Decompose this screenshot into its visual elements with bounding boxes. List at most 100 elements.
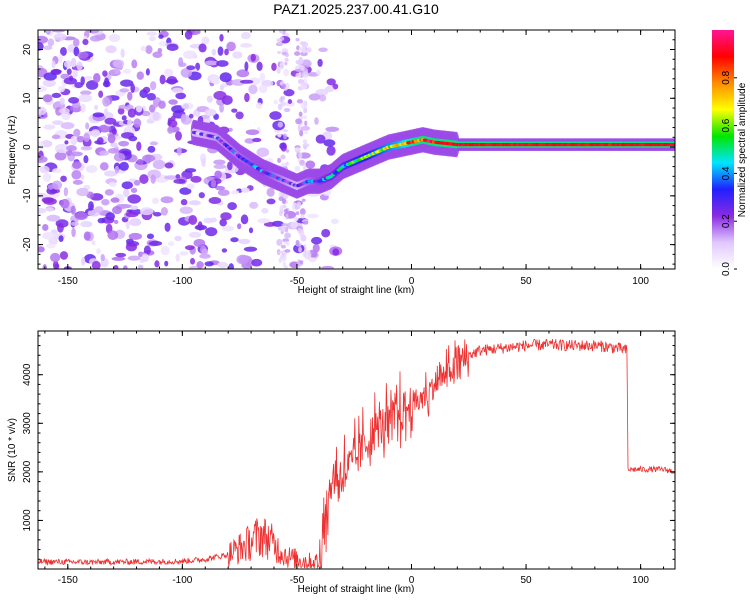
- spectrogram-cell: [60, 175, 67, 182]
- spectrogram-cell: [299, 41, 307, 46]
- spectrogram-cell: [45, 207, 54, 212]
- spectrogram-cell: [50, 69, 62, 74]
- spectrogram-cell: [104, 170, 118, 177]
- spectrogram-cell: [175, 174, 181, 179]
- spectrogram-cell: [302, 143, 310, 148]
- spectrogram-cell: [76, 61, 83, 71]
- spectrogram-cell: [38, 106, 47, 116]
- spectrogram-cell: [302, 115, 308, 120]
- spectrogram-cell: [115, 252, 127, 258]
- spectrogram-cell: [51, 30, 66, 33]
- spectrogram-y-axis-label: Frequency (Hz): [7, 116, 18, 185]
- spectrogram-cell: [119, 161, 129, 171]
- spectrogram-cell: [122, 68, 132, 74]
- spectrogram-cell: [277, 50, 282, 54]
- spectrogram-cell: [283, 89, 295, 97]
- spectrogram-cell: [294, 68, 302, 72]
- spectrogram-cell: [85, 165, 98, 173]
- spectrogram-cell: [59, 97, 65, 106]
- spectrogram-cell: [63, 77, 78, 85]
- spectrogram-cell: [138, 264, 144, 269]
- spectrogram-cell: [80, 103, 86, 113]
- spectrogram-cell: [150, 81, 157, 91]
- spectrogram-cell: [231, 108, 238, 113]
- spectrogram-cell: [284, 249, 291, 253]
- spectrogram-cell: [282, 238, 290, 243]
- chart-title: PAZ1.2025.237.00.41.G10: [273, 1, 439, 17]
- x-tick-label: 100: [632, 276, 649, 287]
- spectrogram-cell: [306, 213, 320, 219]
- spectrogram-cell: [196, 261, 204, 269]
- snr-series-line: [38, 338, 675, 569]
- spectrogram-cell: [201, 158, 206, 168]
- spectrogram-cell: [66, 145, 77, 151]
- spectrogram-cell: [53, 33, 67, 41]
- spectrogram-cell: [73, 38, 80, 47]
- spectrogram-cell: [204, 261, 214, 267]
- x-tick-label: 0: [409, 575, 415, 586]
- spectrogram-cell: [57, 85, 66, 93]
- spectrogram-cell: [240, 214, 249, 225]
- spectrogram-cell: [63, 60, 73, 68]
- spectrogram-cell: [285, 213, 289, 220]
- spectrogram-cell: [238, 238, 251, 245]
- spectrogram-cell: [166, 75, 178, 85]
- spectrogram-cell: [168, 99, 178, 105]
- spectrogram-cell: [88, 201, 94, 211]
- snr-frame: [37, 330, 676, 570]
- spectrogram-cell: [140, 45, 147, 52]
- spectrogram-cell: [301, 71, 309, 78]
- spectrogram-cell: [90, 129, 101, 138]
- spectrogram-cell: [241, 187, 250, 193]
- spectrogram-cell: [80, 90, 92, 96]
- spectrogram-cell: [186, 183, 195, 190]
- spectrogram-cell: [92, 112, 105, 118]
- spectrogram-cell: [110, 197, 120, 203]
- x-tick-label: -50: [290, 575, 305, 586]
- spectrogram-cell: [298, 152, 303, 159]
- spectrogram-cell: [248, 227, 254, 234]
- spectrogram-cell: [83, 132, 90, 142]
- spectrogram-cell: [205, 227, 218, 237]
- spectrogram-cell: [330, 218, 339, 224]
- spectrogram-cell: [141, 110, 151, 117]
- spectrogram-cell: [173, 178, 186, 184]
- spectrogram-cell: [294, 51, 301, 56]
- spectrogram-cell: [301, 198, 306, 203]
- spectrogram-cell: [164, 222, 171, 232]
- spectrogram-cell: [94, 206, 104, 213]
- spectrogram-cell: [308, 93, 321, 101]
- spectrogram-x-axis: -150 -100 -50 0 50 100: [44, 30, 665, 287]
- spectrogram-cell: [47, 38, 55, 47]
- spectrogram-cell: [285, 149, 290, 153]
- x-tick-label: -150: [58, 276, 78, 287]
- spectrogram-cell: [290, 221, 299, 229]
- spectrogram-cell: [71, 170, 82, 180]
- spectrogram-cell: [206, 95, 213, 103]
- y-tick-label: 0: [22, 144, 33, 150]
- spectrogram-cell: [298, 246, 302, 253]
- snr-y-axis-label: SNR (10 * v/v): [7, 418, 18, 482]
- spectrogram-cell: [107, 133, 116, 144]
- spectrogram-cell: [130, 83, 135, 94]
- spectrogram-cell: [217, 189, 230, 196]
- spectrogram-cell: [304, 120, 308, 127]
- spectrogram-cell: [147, 145, 156, 153]
- spectrogram-cell: [111, 128, 117, 135]
- spectrogram-cell: [332, 248, 340, 256]
- spectrogram-cell: [300, 102, 307, 109]
- spectrogram-cell: [85, 122, 90, 130]
- spectrogram-cell: [201, 36, 210, 45]
- spectrogram-cell: [83, 231, 91, 241]
- spectrogram-cell: [180, 199, 188, 206]
- spectrogram-cell: [252, 137, 262, 143]
- spectrogram-cell: [74, 211, 88, 221]
- spectrogram-cell: [158, 40, 168, 47]
- spectrogram-cell: [100, 253, 105, 262]
- spectrogram-cell: [240, 43, 253, 48]
- spectrogram-cell: [235, 111, 244, 120]
- spectrogram-cell: [282, 261, 287, 268]
- colorbar-tick-label: 0.4: [721, 166, 732, 180]
- spectrogram-cell: [131, 59, 138, 69]
- spectrogram-cell: [198, 43, 207, 53]
